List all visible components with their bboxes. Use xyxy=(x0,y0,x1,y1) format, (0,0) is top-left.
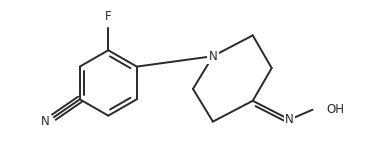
Text: N: N xyxy=(209,50,217,63)
Text: N: N xyxy=(285,113,294,126)
Text: N: N xyxy=(41,115,49,128)
Text: F: F xyxy=(105,10,112,24)
Text: OH: OH xyxy=(327,103,344,116)
